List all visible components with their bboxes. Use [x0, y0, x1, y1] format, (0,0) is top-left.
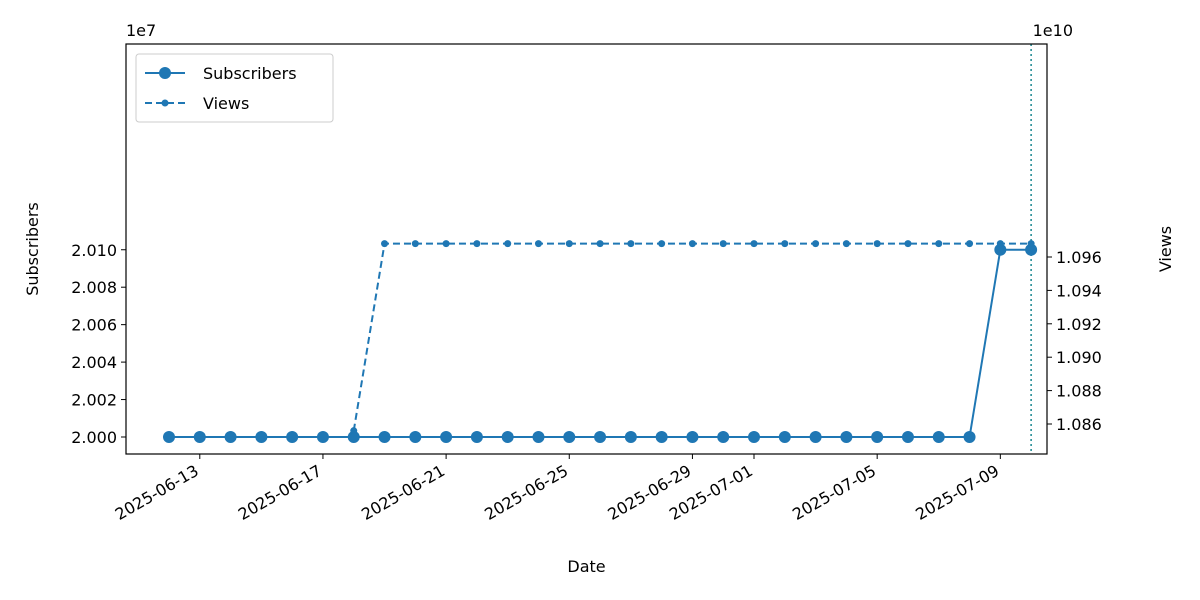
data-point-subscribers [409, 431, 422, 443]
data-point-views [381, 240, 389, 248]
data-point-subscribers [624, 431, 637, 443]
data-point-views [658, 240, 666, 248]
left-y-tick-label: 2.010 [71, 241, 117, 260]
data-point-views [596, 240, 604, 248]
data-point-subscribers [378, 431, 391, 443]
data-point-views [873, 240, 881, 248]
right-y-tick-label: 1.088 [1056, 382, 1102, 401]
data-point-subscribers [655, 431, 668, 443]
left-axis-offset-label: 1e7 [126, 21, 156, 40]
axes-frame [125, 43, 1048, 455]
data-point-views [935, 240, 943, 248]
data-point-subscribers [809, 431, 822, 443]
data-point-subscribers [286, 431, 299, 443]
data-point-subscribers [440, 431, 453, 443]
plot-area [163, 44, 1038, 454]
data-point-views [411, 240, 419, 248]
left-y-tick-label: 2.002 [71, 391, 117, 410]
data-point-subscribers [963, 431, 976, 443]
data-point-subscribers [840, 431, 853, 443]
data-point-views [565, 240, 573, 248]
data-point-views [473, 240, 481, 248]
data-point-subscribers [563, 431, 576, 443]
left-y-tick-label: 2.008 [71, 278, 117, 297]
data-point-subscribers [778, 431, 791, 443]
data-point-views [719, 240, 727, 248]
data-point-subscribers [193, 431, 206, 443]
data-point-subscribers [255, 431, 268, 443]
data-point-views [750, 240, 758, 248]
data-point-views [688, 240, 696, 248]
legend-marker-subscribers [159, 67, 171, 79]
data-point-subscribers [748, 431, 761, 443]
data-point-views [442, 240, 450, 248]
right-y-tick-label: 1.086 [1056, 415, 1102, 434]
data-point-subscribers [501, 431, 514, 443]
data-point-subscribers [932, 431, 945, 443]
right-y-tick-label: 1.096 [1056, 248, 1102, 267]
data-point-subscribers [901, 431, 914, 443]
right-y-tick-label: 1.092 [1056, 315, 1102, 334]
data-point-views [996, 240, 1004, 248]
legend-box [135, 53, 334, 123]
data-point-subscribers [163, 431, 175, 443]
right-axis-offset-label: 1e10 [1033, 21, 1073, 40]
data-point-subscribers [224, 431, 237, 443]
right-y-axis-title: Views [1156, 226, 1175, 272]
right-y-tick-label: 1.094 [1056, 281, 1102, 300]
data-point-views [627, 240, 635, 248]
right-y-tick-label: 1.090 [1056, 348, 1102, 367]
x-axis-title: Date [567, 557, 605, 576]
legend-label-subscribers: Subscribers [203, 64, 297, 83]
left-y-tick-label: 2.004 [71, 353, 117, 372]
legend: Subscribers Views [135, 53, 334, 123]
data-point-views [966, 240, 974, 248]
data-point-subscribers [470, 431, 483, 443]
data-point-subscribers [686, 431, 699, 443]
data-point-views [1027, 240, 1035, 248]
data-point-views [781, 240, 789, 248]
data-point-subscribers [347, 431, 360, 443]
left-y-axis-title: Subscribers [23, 202, 42, 296]
data-point-subscribers [316, 431, 329, 443]
data-point-subscribers [594, 431, 607, 443]
data-point-views [350, 427, 358, 435]
data-point-subscribers [717, 431, 730, 443]
data-point-views [842, 240, 850, 248]
data-point-subscribers [871, 431, 884, 443]
data-point-subscribers [994, 243, 1007, 256]
data-point-subscribers [1025, 243, 1038, 256]
legend-label-views: Views [203, 94, 249, 113]
legend-marker-views [161, 99, 169, 107]
left-y-tick-label: 2.006 [71, 316, 117, 335]
data-point-views [812, 240, 820, 248]
left-y-tick-label: 2.000 [71, 428, 117, 447]
data-point-subscribers [532, 431, 545, 443]
data-point-views [904, 240, 912, 248]
data-point-views [504, 240, 512, 248]
data-point-views [534, 240, 542, 248]
